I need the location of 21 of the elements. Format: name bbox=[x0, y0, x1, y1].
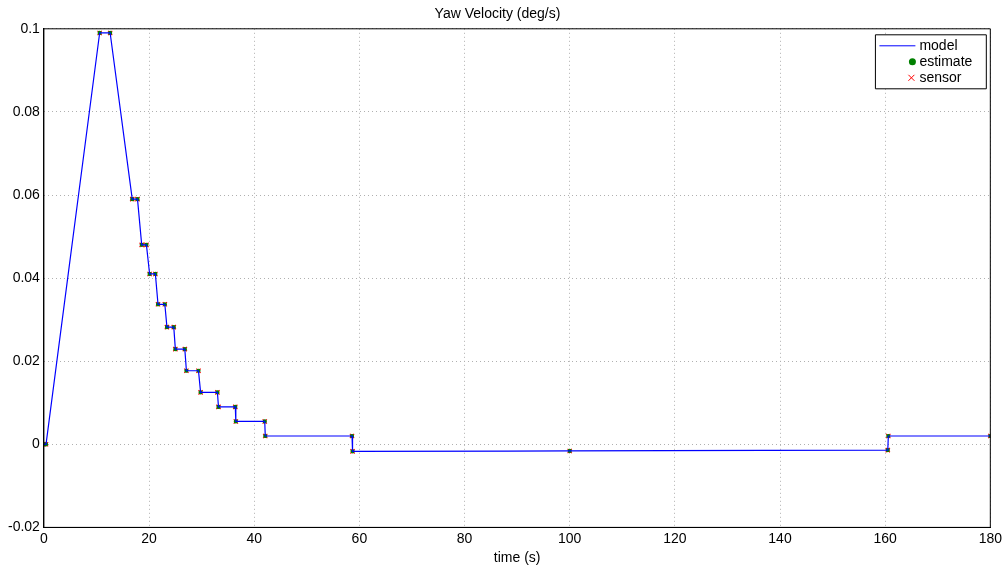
x-tick-label: 20 bbox=[141, 529, 158, 546]
x-axis-title: time (s) bbox=[493, 549, 541, 566]
x-tick-label: 80 bbox=[456, 529, 473, 546]
y-tick-label: -0.02 bbox=[7, 518, 41, 535]
y-tick-label: 0 bbox=[32, 435, 41, 452]
legend-label: sensor bbox=[919, 68, 962, 85]
legend-label: estimate bbox=[919, 52, 973, 69]
x-tick-label: 100 bbox=[558, 529, 582, 546]
x-tick-label: 140 bbox=[768, 529, 792, 546]
chart-title: Yaw Velocity (deg/s) bbox=[434, 5, 561, 22]
y-tick-label: 0.06 bbox=[12, 185, 41, 202]
y-tick-label: 0.04 bbox=[12, 268, 41, 285]
x-tick-label: 60 bbox=[351, 529, 368, 546]
y-tick-label: 0.1 bbox=[20, 19, 41, 36]
y-tick-label: 0.02 bbox=[12, 352, 41, 369]
legend-label: model bbox=[919, 36, 958, 53]
x-tick-label: 40 bbox=[246, 529, 263, 546]
y-tick-label: 0.08 bbox=[12, 102, 41, 119]
x-tick-label: 120 bbox=[663, 529, 687, 546]
x-tick-label: 160 bbox=[873, 529, 898, 546]
x-tick-label: 180 bbox=[978, 529, 1003, 546]
